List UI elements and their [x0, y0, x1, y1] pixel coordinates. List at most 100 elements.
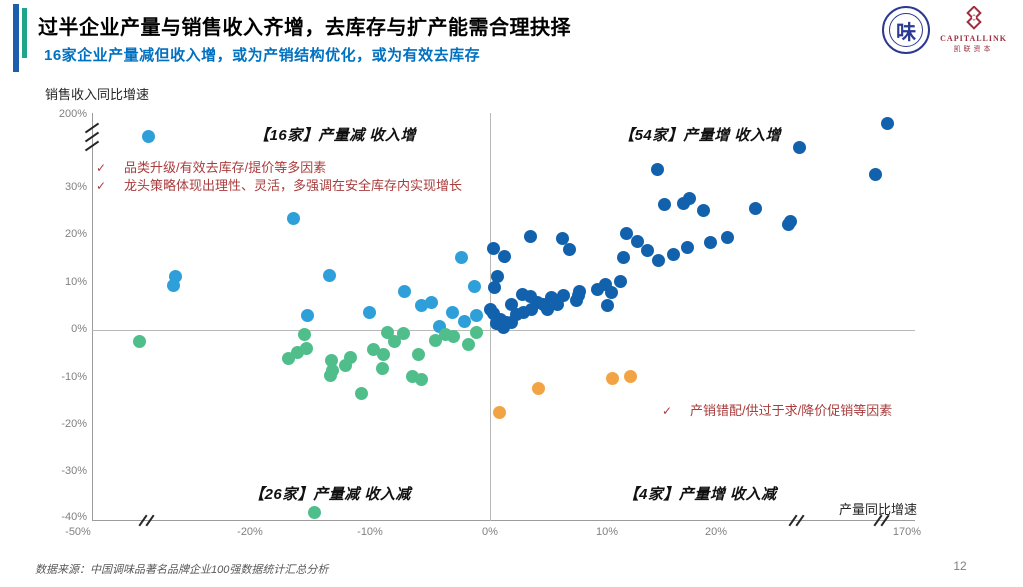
data-source-note: 数据来源：中国调味品著名品牌企业100强数据统计汇总分析	[35, 564, 329, 576]
x-tick-label: 0%	[482, 526, 498, 538]
scatter-point	[562, 243, 576, 257]
scatter-point	[300, 309, 314, 323]
scatter-point	[657, 198, 671, 212]
capitallink-name-en: CAPITALLINK	[940, 34, 1007, 43]
scatter-point	[650, 162, 664, 176]
scatter-point	[470, 326, 484, 340]
scatter-point	[498, 249, 512, 263]
annotation-text: 龙头策略体现出理性、灵活，多强调在安全库存内实现增长	[124, 178, 463, 193]
scatter-point	[286, 211, 300, 225]
capitallink-name-cn: 凯联资本	[953, 46, 994, 53]
scatter-point	[683, 191, 697, 205]
scatter-point	[793, 140, 807, 154]
scatter-point	[524, 229, 538, 243]
scatter-point	[880, 117, 894, 131]
scatter-point	[623, 369, 637, 383]
scatter-point	[641, 244, 655, 258]
logo-area: 味 CAPITALLINK 凯联资本	[882, 6, 1007, 54]
accent-bar-teal	[22, 8, 27, 58]
scatter-point	[491, 269, 505, 283]
scatter-point	[601, 299, 615, 313]
scatter-point	[298, 327, 312, 341]
scatter-point	[484, 302, 498, 316]
x-axis-line	[92, 520, 915, 521]
scatter-point	[375, 361, 389, 375]
scatter-point	[630, 235, 644, 249]
scatter-point	[397, 284, 411, 298]
scatter-point	[781, 218, 795, 232]
scatter-point	[590, 282, 604, 296]
y-tick-label: -40%	[61, 511, 87, 523]
y-tick-label: 20%	[64, 228, 87, 240]
scatter-point	[468, 280, 482, 294]
scatter-point	[470, 309, 484, 323]
scatter-point	[396, 326, 410, 340]
scatter-point	[376, 347, 390, 361]
check-icon: ✓	[96, 161, 107, 175]
scatter-point	[307, 505, 321, 519]
scatter-point	[424, 295, 438, 309]
scatter-point	[457, 314, 471, 328]
scatter-point	[555, 232, 569, 246]
quadrant-label-bottom-left: 【26家】产量减 收入减	[249, 486, 411, 503]
scatter-point	[325, 354, 339, 368]
scatter-point	[620, 227, 634, 241]
scatter-point	[540, 302, 554, 316]
scatter-point	[411, 347, 425, 361]
x-tick-label: -10%	[357, 526, 383, 538]
scatter-point	[133, 335, 147, 349]
scatter-point	[569, 293, 583, 307]
scatter-point	[869, 168, 883, 182]
scatter-point	[141, 129, 155, 143]
y-tick-label: 200%	[58, 108, 87, 120]
accent-bar-blue	[13, 4, 19, 72]
y-tick-label: 0%	[71, 323, 87, 335]
x-tick-label: -20%	[237, 526, 263, 538]
y-tick-label: -10%	[61, 371, 87, 383]
scatter-point	[545, 291, 559, 305]
quadrant-label-top-right: 【54家】产量增 收入增	[619, 127, 781, 144]
scatter-point	[497, 320, 511, 334]
y-tick-label: -30%	[61, 465, 87, 477]
knot-icon	[965, 6, 982, 30]
scatter-point	[324, 368, 338, 382]
y-tick-label: 30%	[64, 181, 87, 193]
scatter-point	[438, 327, 452, 341]
annotation-line: ✓ 龙头策略体现出理性、灵活，多强调在安全库存内实现增长	[96, 178, 506, 194]
scatter-point	[492, 405, 506, 419]
annotation-line: ✓ 产销错配/供过于求/降价促销等因素	[662, 403, 962, 419]
y-tick-label: -20%	[61, 418, 87, 430]
check-icon: ✓	[96, 179, 107, 193]
scatter-point	[505, 297, 519, 311]
scatter-point	[748, 201, 762, 215]
scatter-point	[455, 250, 469, 264]
y-tick-label: 10%	[64, 276, 87, 288]
scatter-point	[720, 230, 734, 244]
scatter-point	[532, 381, 546, 395]
scatter-point	[354, 386, 368, 400]
scatter-point	[666, 247, 680, 261]
check-icon: ✓	[662, 404, 673, 418]
scatter-point	[616, 250, 630, 264]
scatter-point	[362, 305, 376, 319]
annotation-line: ✓ 品类升级/有效去库存/提价等多因素	[96, 160, 506, 176]
x-axis-title: 产量同比增速	[838, 502, 917, 517]
scatter-point	[651, 254, 665, 268]
scatter-point	[614, 274, 628, 288]
scatter-point	[167, 279, 181, 293]
x-tick-label: 20%	[704, 526, 728, 538]
annotation-text: 产销错配/供过于求/降价促销等因素	[690, 403, 893, 418]
scatter-point	[415, 372, 429, 386]
scatter-point	[704, 236, 718, 250]
scatter-point	[322, 268, 336, 282]
scatter-point	[697, 204, 711, 218]
y-axis-line	[92, 113, 93, 521]
x-tick-label: -50%	[65, 526, 91, 538]
scatter-point	[339, 358, 353, 372]
scatter-point	[462, 337, 476, 351]
scatter-point	[445, 305, 459, 319]
scatter-point	[606, 371, 620, 385]
quadrant-label-top-left: 【16家】产量减 收入增	[254, 127, 416, 144]
annotation-top-left: ✓ 品类升级/有效去库存/提价等多因素 ✓ 龙头策略体现出理性、灵活，多强调在安…	[96, 160, 506, 196]
